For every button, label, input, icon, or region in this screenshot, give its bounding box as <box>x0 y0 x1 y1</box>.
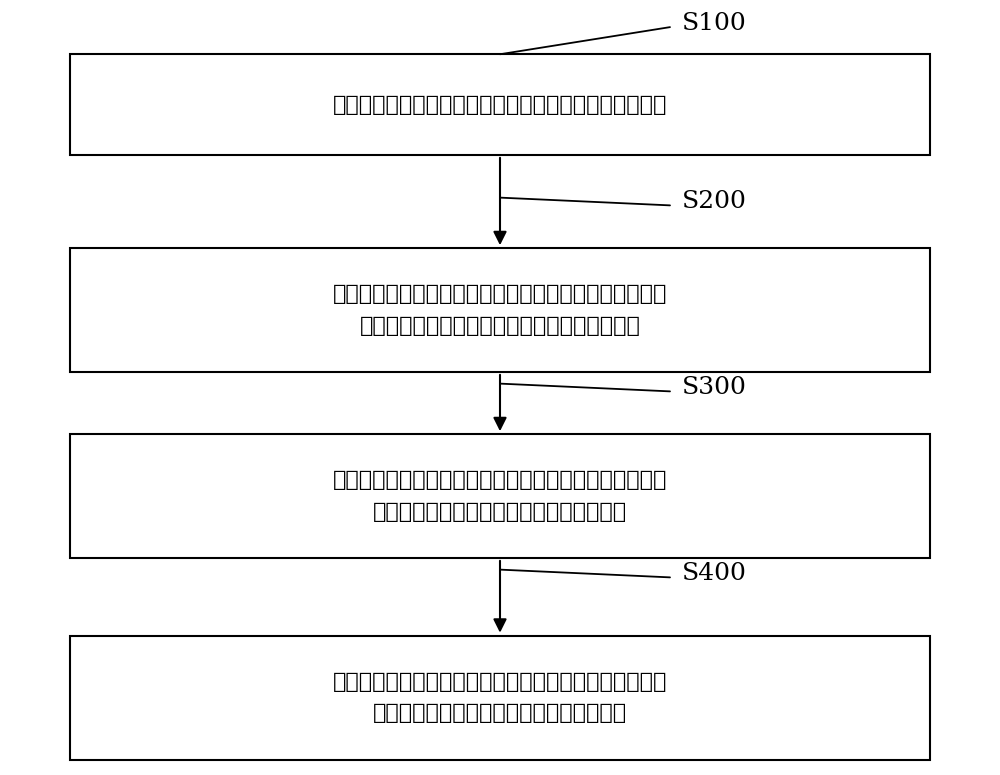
Text: 将模板标志点位置信息与预设标志点位置信息进行比对处
理，利用仿射矩阵算法构建标志点位置变换关系: 将模板标志点位置信息与预设标志点位置信息进行比对处 理，利用仿射矩阵算法构建标志… <box>333 284 667 336</box>
Text: S200: S200 <box>682 190 747 213</box>
Text: S300: S300 <box>682 376 747 399</box>
Text: S100: S100 <box>682 12 747 35</box>
Text: 将轮廓调整点位置信息输入至标志点位置变换关系中获取
当前头颅侧位片的动态可调标志点位置信息: 将轮廓调整点位置信息输入至标志点位置变换关系中获取 当前头颅侧位片的动态可调标志… <box>333 470 667 522</box>
Text: 根据预设标志点位置信息以及动态可调标志点位置信息在
当前头颅侧位片构建满足诊疗参数的轮廓线: 根据预设标志点位置信息以及动态可调标志点位置信息在 当前头颅侧位片构建满足诊疗参… <box>333 672 667 723</box>
Text: 将预置轮廓线模板映射在当前头颅侧位片的头颅坐标系中: 将预置轮廓线模板映射在当前头颅侧位片的头颅坐标系中 <box>333 95 667 115</box>
Bar <box>70 434 930 558</box>
Text: S400: S400 <box>682 562 747 585</box>
Bar <box>70 54 930 155</box>
Bar <box>70 248 930 372</box>
Bar <box>70 636 930 760</box>
